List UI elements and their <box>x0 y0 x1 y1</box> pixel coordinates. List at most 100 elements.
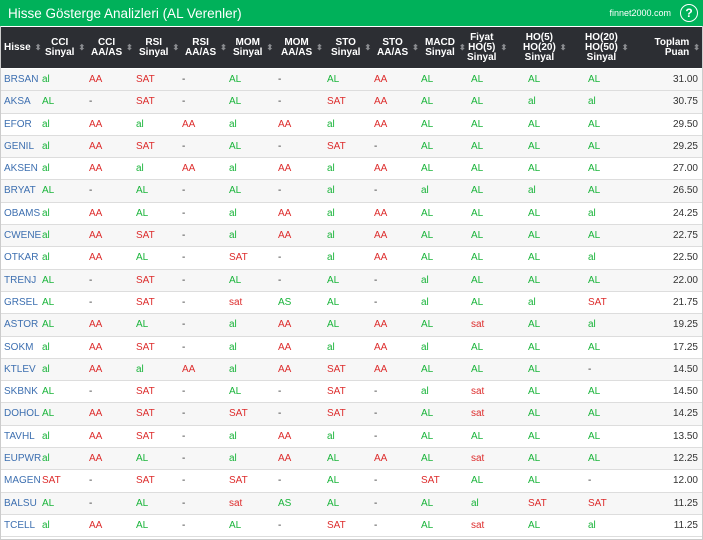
signal-cell: SAT <box>136 341 155 353</box>
table-row: CWENE al AA SAT - al AA al AA AL AL AL AL 22.75 <box>1 225 702 248</box>
sort-icon[interactable]: ⬍ <box>126 42 133 52</box>
ticker-link[interactable]: GENIL <box>4 140 35 152</box>
sort-icon[interactable]: ⬍ <box>172 42 180 52</box>
ticker-link[interactable]: TCELL <box>4 519 36 531</box>
signal-cell: al <box>42 252 50 264</box>
signal-cell: AL <box>528 408 541 420</box>
ticker-link[interactable]: TRENJ <box>4 274 37 286</box>
signal-cell: al <box>421 274 429 286</box>
ticker-link[interactable]: ASTOR <box>4 319 39 331</box>
signal-cell: - <box>182 96 186 108</box>
sort-icon[interactable]: ⬍ <box>34 42 42 52</box>
column-header[interactable]: Toplam Puan ⬍ <box>654 27 700 68</box>
ticker-link[interactable]: OTKAR <box>4 252 39 264</box>
signal-cell: AL <box>588 74 601 85</box>
site-link[interactable]: finnet2000.com <box>609 8 671 18</box>
signal-cell: SAT <box>136 296 155 308</box>
ticker-link[interactable]: AKSEN <box>4 163 38 175</box>
column-header[interactable]: HO(20) HO(50) Sinyal ⬍ <box>585 27 629 68</box>
signal-cell: AL <box>471 252 484 264</box>
total-score: 22.50 <box>672 252 698 264</box>
ticker-link[interactable]: SKBNK <box>4 386 38 398</box>
help-icon[interactable]: ? <box>680 4 698 22</box>
signal-cell: sat <box>229 296 243 308</box>
signal-cell: sat <box>471 319 485 331</box>
signal-cell: AL <box>471 430 484 442</box>
signal-cell: AL <box>588 118 601 130</box>
column-header-label: CCI Sinyal <box>45 36 75 58</box>
column-header[interactable]: RSI Sinyal ⬍ <box>139 27 179 68</box>
ticker-link[interactable]: BALSU <box>4 497 37 509</box>
ticker-link[interactable]: TAVHL <box>4 430 35 442</box>
ticker-link[interactable]: BRYAT <box>4 185 36 197</box>
column-header[interactable]: MOM AA/AS ⬍ <box>281 27 323 68</box>
signal-cell: AL <box>528 74 541 85</box>
signal-cell: AL <box>471 230 484 242</box>
ticker-link[interactable]: KTLEV <box>4 363 36 375</box>
signal-cell: AL <box>528 386 541 398</box>
sort-icon[interactable]: ⬍ <box>316 42 323 52</box>
column-header[interactable]: CCI Sinyal ⬍ <box>45 27 85 68</box>
ticker-link[interactable]: BRSAN <box>4 74 39 85</box>
sort-icon[interactable]: ⬍ <box>78 42 86 52</box>
column-header[interactable]: Hisse ⬍ <box>4 27 41 68</box>
signal-cell: SAT <box>136 96 155 108</box>
signal-cell: - <box>278 252 282 264</box>
signal-cell: AA <box>182 363 196 375</box>
ticker-link[interactable]: EFOR <box>4 118 32 130</box>
signal-cell: AL <box>528 230 541 242</box>
signal-cell: al <box>327 252 335 264</box>
table-body: BRSAN al AA SAT - AL - AL AA AL AL AL AL 31.00 AKSA AL -… <box>1 69 702 538</box>
table-row: EUPWR al AA AL - al AA AL AA AL sat AL AL 12.25 <box>1 448 702 471</box>
signal-cell: AL <box>421 363 434 375</box>
column-header[interactable]: RSI AA/AS ⬍ <box>185 27 227 68</box>
total-score: 29.50 <box>672 118 698 130</box>
signal-cell: SAT <box>136 430 155 442</box>
signal-cell: AL <box>229 140 242 152</box>
sort-icon[interactable]: ⬍ <box>364 42 372 52</box>
signal-cell: AL <box>528 252 541 264</box>
ticker-link[interactable]: CWENE <box>4 230 42 242</box>
signal-cell: sat <box>471 408 485 420</box>
signal-cell: AA <box>89 163 103 175</box>
signal-cell: AA <box>278 207 292 219</box>
sort-icon[interactable]: ⬍ <box>559 42 567 52</box>
signal-cell: - <box>182 274 186 286</box>
signal-cell: al <box>229 453 237 465</box>
sort-icon[interactable]: ⬍ <box>621 42 629 52</box>
table-row: AKSEN al AA al AA al AA al AA AL AL AL AL 27.00 <box>1 158 702 181</box>
sort-icon[interactable]: ⬍ <box>500 42 508 52</box>
column-header[interactable]: STO AA/AS ⬍ <box>377 27 419 68</box>
ticker-link[interactable]: DOHOL <box>4 408 40 420</box>
ticker-link[interactable]: EUPWR <box>4 453 42 465</box>
signal-cell: AA <box>89 230 103 242</box>
column-header[interactable]: MACD Sinyal ⬍ <box>425 27 466 68</box>
signal-cell: AL <box>42 319 55 331</box>
sort-icon[interactable]: ⬍ <box>693 42 700 52</box>
sort-icon[interactable]: ⬍ <box>459 42 466 52</box>
ticker-link[interactable]: AKSA <box>4 96 31 108</box>
column-header-label: STO Sinyal <box>331 36 361 58</box>
signal-cell: AA <box>374 319 388 331</box>
sort-icon[interactable]: ⬍ <box>266 42 274 52</box>
ticker-link[interactable]: MAGEN <box>4 475 41 487</box>
signal-cell: al <box>136 163 144 175</box>
column-header[interactable]: STO Sinyal ⬍ <box>331 27 371 68</box>
signal-cell: AL <box>136 252 149 264</box>
ticker-link[interactable]: GRSEL <box>4 296 38 308</box>
column-header[interactable]: HO(5) HO(20) Sinyal ⬍ <box>523 27 567 68</box>
column-header[interactable]: CCI AA/AS ⬍ <box>91 27 133 68</box>
ticker-link[interactable]: SOKM <box>4 341 34 353</box>
sort-icon[interactable]: ⬍ <box>412 42 419 52</box>
table-row: SOKM al AA SAT - al AA al AA al AL AL AL 17.25 <box>1 336 702 359</box>
signal-cell: AA <box>278 319 292 331</box>
signal-cell: AL <box>421 519 434 531</box>
sort-icon[interactable]: ⬍ <box>220 42 227 52</box>
ticker-link[interactable]: OBAMS <box>4 207 41 219</box>
signal-cell: AA <box>182 118 196 130</box>
column-header[interactable]: MOM Sinyal ⬍ <box>233 27 273 68</box>
signal-cell: AL <box>471 163 484 175</box>
column-header[interactable]: Fiyat HO(5) Sinyal ⬍ <box>467 27 507 68</box>
page-title: Hisse Gösterge Analizleri (AL Verenler) <box>8 5 242 21</box>
total-score: 30.75 <box>672 96 698 108</box>
